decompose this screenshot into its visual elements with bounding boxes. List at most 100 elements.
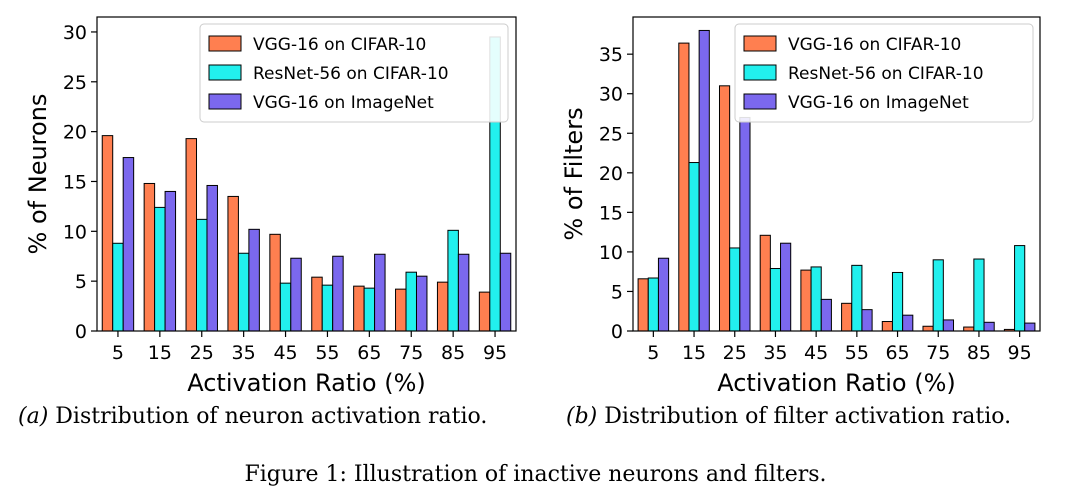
- legend-label: VGG-16 on CIFAR-10: [253, 35, 426, 55]
- legend-label: VGG-16 on CIFAR-10: [788, 35, 961, 55]
- y-tick-label: 35: [599, 44, 623, 66]
- caption-b-label: (b): [566, 404, 598, 429]
- bar-vgg-16-on-cifar-10-45: [269, 233, 281, 332]
- x-tick-label: 15: [682, 342, 706, 364]
- bar-vgg-16-on-cifar-10-5: [101, 135, 114, 332]
- caption-a-text: Distribution of neuron activation ratio.: [55, 404, 488, 429]
- bar-vgg-16-on-cifar-10-35: [227, 195, 239, 332]
- bar-resnet-56-on-cifar-10-55: [851, 264, 863, 332]
- bar-vgg-16-on-imagenet-85: [983, 321, 995, 332]
- y-tick-label: 0: [75, 321, 87, 343]
- bar-vgg-16-on-imagenet-5: [122, 157, 135, 332]
- caption-b-text: Distribution of filter activation ratio.: [604, 404, 1012, 429]
- y-tick-label: 20: [599, 163, 623, 185]
- bar-vgg-16-on-imagenet-75: [415, 275, 428, 332]
- bar-vgg-16-on-cifar-10-65: [881, 321, 893, 332]
- y-tick-label: 30: [63, 22, 87, 44]
- bar-resnet-56-on-cifar-10-45: [279, 282, 292, 332]
- legend-swatch: [208, 35, 242, 52]
- chart-filter-activation: 0 5 10 15 20 25 30 35 5 15 25 35 45 55 65 75 85 95 Activat…: [535, 0, 1071, 400]
- bar-vgg-16-on-cifar-10-25: [185, 138, 198, 332]
- bar-vgg-16-on-cifar-10-15: [143, 182, 156, 332]
- x-tick-label: 95: [1008, 342, 1032, 364]
- bar-vgg-16-on-imagenet-95: [499, 252, 512, 332]
- caption-b: (b) Distribution of filter activation ra…: [566, 404, 1011, 429]
- y-tick-label: 10: [599, 242, 623, 264]
- neuron-activation-bar-chart: 0 5 10 15 20 25 30 5 15 25 35 45 55 65 75 85 95 Activatio…: [24, 16, 517, 397]
- x-tick-label: 45: [804, 342, 828, 364]
- bar-vgg-16-on-imagenet-35: [248, 228, 260, 332]
- bar-vgg-16-on-imagenet-45: [820, 298, 832, 332]
- chart-neuron-activation: 0 5 10 15 20 25 30 5 15 25 35 45 55 65 75 85 95 Activatio…: [0, 0, 530, 400]
- caption-a-label: (a): [18, 404, 49, 429]
- bar-vgg-16-on-cifar-10-15: [678, 42, 690, 332]
- bar-resnet-56-on-cifar-10-65: [363, 287, 376, 332]
- bar-resnet-56-on-cifar-10-45: [810, 266, 822, 332]
- bar-resnet-56-on-cifar-10-65: [891, 271, 904, 332]
- y-tick-label: 15: [63, 171, 87, 193]
- legend-box: [199, 23, 509, 123]
- plot-frame: [632, 16, 1041, 332]
- x-tick-label: 65: [885, 342, 909, 364]
- y-tick-label: 5: [611, 281, 623, 303]
- x-tick-label: 85: [967, 342, 991, 364]
- bar-vgg-16-on-cifar-10-25: [718, 85, 731, 332]
- y-tick-label: 0: [611, 321, 623, 343]
- x-tick-label: 65: [357, 342, 381, 364]
- legend-label: ResNet-56 on CIFAR-10: [788, 64, 984, 84]
- bar-vgg-16-on-imagenet-55: [332, 255, 344, 332]
- filter-activation-bar-chart: 0 5 10 15 20 25 30 35 5 15 25 35 45 55 65 75 85 95 Activat…: [560, 16, 1041, 397]
- bar-vgg-16-on-imagenet-65: [902, 314, 914, 332]
- bar-vgg-16-on-cifar-10-5: [637, 278, 649, 332]
- bar-vgg-16-on-cifar-10-65: [353, 285, 365, 332]
- legend-label: VGG-16 on ImageNet: [788, 93, 969, 113]
- bar-resnet-56-on-cifar-10-75: [932, 259, 944, 332]
- bar-resnet-56-on-cifar-10-5: [112, 242, 124, 332]
- y-tick-label: 25: [63, 72, 87, 94]
- x-tick-label: 15: [148, 342, 172, 364]
- x-tick-label: 5: [647, 342, 659, 364]
- bar-vgg-16-on-imagenet-65: [374, 253, 386, 332]
- bar-vgg-16-on-imagenet-55: [861, 309, 873, 332]
- bar-vgg-16-on-cifar-10-85: [436, 281, 449, 332]
- x-tick-label: 85: [441, 342, 465, 364]
- caption-a: (a) Distribution of neuron activation ra…: [18, 404, 487, 429]
- bar-resnet-56-on-cifar-10-95: [1014, 245, 1026, 332]
- x-tick-label: 75: [399, 342, 423, 364]
- x-tick-label: 55: [315, 342, 339, 364]
- legend-swatch: [208, 93, 242, 110]
- y-tick-label: 5: [75, 271, 87, 293]
- x-tick-label: 45: [273, 342, 297, 364]
- x-tick-label: 25: [723, 342, 747, 364]
- bar-resnet-56-on-cifar-10-5: [647, 277, 659, 332]
- x-tick-label: 95: [483, 342, 507, 364]
- y-axis-label: % of Neurons: [24, 94, 52, 255]
- x-tick-label: 25: [190, 342, 214, 364]
- x-tick-label: 55: [845, 342, 869, 364]
- bar-resnet-56-on-cifar-10-35: [237, 252, 250, 332]
- bar-resnet-56-on-cifar-10-55: [321, 284, 334, 332]
- bar-resnet-56-on-cifar-10-25: [196, 218, 208, 332]
- bar-vgg-16-on-imagenet-25: [206, 184, 218, 332]
- bar-resnet-56-on-cifar-10-25: [729, 247, 741, 332]
- bar-vgg-16-on-cifar-10-45: [800, 269, 812, 332]
- legend: VGG-16 on CIFAR-10 ResNet-56 on CIFAR-10 V…: [734, 23, 1034, 123]
- bar-vgg-16-on-imagenet-35: [780, 242, 792, 332]
- bar-vgg-16-on-imagenet-15: [698, 29, 710, 332]
- figure-caption: Figure 1: Illustration of inactive neuro…: [244, 462, 827, 487]
- x-axis-label: Activation Ratio (%): [717, 369, 956, 397]
- legend-box: [734, 23, 1034, 123]
- bar-vgg-16-on-imagenet-15: [164, 190, 177, 332]
- legend-label: VGG-16 on ImageNet: [253, 93, 434, 113]
- bar-resnet-56-on-cifar-10-15: [688, 162, 700, 332]
- y-tick-label: 15: [599, 202, 623, 224]
- bar-vgg-16-on-cifar-10-75: [395, 288, 407, 332]
- x-tick-label: 5: [112, 342, 124, 364]
- bar-vgg-16-on-cifar-10-35: [759, 234, 771, 332]
- bar-vgg-16-on-cifar-10-55: [841, 302, 853, 332]
- legend-swatch: [743, 64, 777, 81]
- bar-vgg-16-on-imagenet-5: [657, 257, 670, 332]
- legend-swatch: [208, 64, 242, 81]
- bar-vgg-16-on-imagenet-25: [739, 116, 751, 332]
- bar-resnet-56-on-cifar-10-15: [154, 206, 166, 332]
